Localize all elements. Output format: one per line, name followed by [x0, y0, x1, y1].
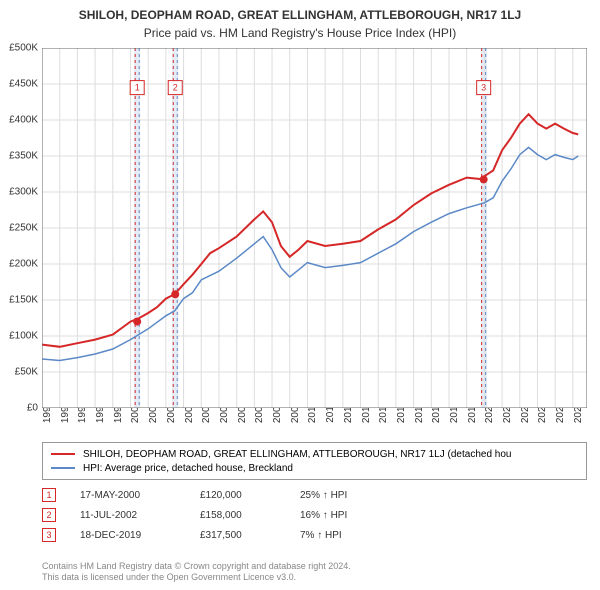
sale-row: 3 18-DEC-2019£317,5007% ↑ HPI — [42, 525, 400, 545]
line-chart: 1 2 3 — [42, 48, 587, 408]
y-tick-label: £350K — [0, 151, 38, 162]
sale-pct: 7% ↑ HPI — [300, 530, 400, 541]
attribution: Contains HM Land Registry data © Crown c… — [42, 561, 351, 584]
y-tick-label: £400K — [0, 115, 38, 126]
sales-table: 1 17-MAY-2000£120,00025% ↑ HPI 2 11-JUL-200… — [42, 485, 400, 545]
attribution-line: This data is licensed under the Open Gov… — [42, 572, 351, 584]
svg-text:2: 2 — [173, 83, 178, 93]
legend: SHILOH, DEOPHAM ROAD, GREAT ELLINGHAM, A… — [42, 442, 587, 480]
legend-label: SHILOH, DEOPHAM ROAD, GREAT ELLINGHAM, A… — [83, 449, 511, 460]
svg-text:3: 3 — [481, 83, 486, 93]
y-tick-label: £200K — [0, 259, 38, 270]
sale-date: 17-MAY-2000 — [80, 490, 200, 501]
legend-swatch — [51, 467, 75, 469]
legend-label: HPI: Average price, detached house, Brec… — [83, 463, 293, 474]
chart-container: SHILOH, DEOPHAM ROAD, GREAT ELLINGHAM, A… — [0, 0, 600, 590]
sale-date: 18-DEC-2019 — [80, 530, 200, 541]
legend-item: SHILOH, DEOPHAM ROAD, GREAT ELLINGHAM, A… — [51, 447, 578, 461]
sale-price: £158,000 — [200, 510, 300, 521]
y-tick-label: £300K — [0, 187, 38, 198]
legend-item: HPI: Average price, detached house, Brec… — [51, 461, 578, 475]
y-tick-label: £500K — [0, 43, 38, 54]
sale-marker-box: 3 — [42, 528, 56, 542]
y-tick-label: £100K — [0, 331, 38, 342]
y-tick-label: £450K — [0, 79, 38, 90]
sale-date: 11-JUL-2002 — [80, 510, 200, 521]
sale-pct: 25% ↑ HPI — [300, 490, 400, 501]
sale-marker-box: 1 — [42, 488, 56, 502]
sale-row: 2 11-JUL-2002£158,00016% ↑ HPI — [42, 505, 400, 525]
sale-marker-box: 2 — [42, 508, 56, 522]
chart-title: SHILOH, DEOPHAM ROAD, GREAT ELLINGHAM, A… — [0, 0, 600, 22]
chart-subtitle: Price paid vs. HM Land Registry's House … — [0, 22, 600, 40]
sale-pct: 16% ↑ HPI — [300, 510, 400, 521]
y-tick-label: £50K — [0, 367, 38, 378]
sale-row: 1 17-MAY-2000£120,00025% ↑ HPI — [42, 485, 400, 505]
attribution-line: Contains HM Land Registry data © Crown c… — [42, 561, 351, 573]
legend-swatch — [51, 453, 75, 455]
y-tick-label: £0 — [0, 403, 38, 414]
svg-text:1: 1 — [135, 83, 140, 93]
chart-plot-area: 1 2 3 — [42, 48, 587, 408]
sale-price: £317,500 — [200, 530, 300, 541]
y-tick-label: £150K — [0, 295, 38, 306]
y-tick-label: £250K — [0, 223, 38, 234]
sale-price: £120,000 — [200, 490, 300, 501]
